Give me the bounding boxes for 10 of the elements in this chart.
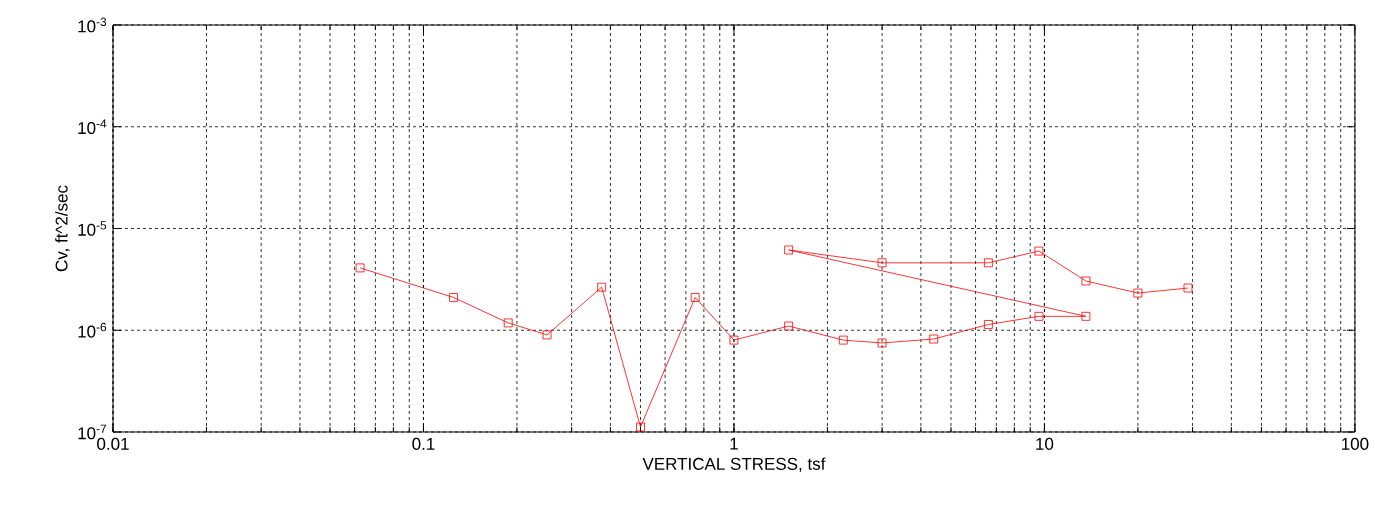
- y-axis-title: Cv, ft^2/sec: [55, 185, 70, 272]
- y-tick-label: 10$^{-5}$: [78, 221, 107, 236]
- y-tick-label: 10$^{-6}$: [78, 322, 107, 338]
- x-tick-label: 100: [1342, 437, 1369, 450]
- y-tick-label: 10$^{-4}$: [78, 119, 107, 135]
- x-tick-label: 0.1: [412, 437, 435, 450]
- y-tick-label: 10$^{-3}$: [78, 17, 107, 33]
- x-tick-label: 10: [1036, 437, 1054, 450]
- x-tick-label: 1: [730, 437, 738, 450]
- x-axis-title: VERTICAL STRESS, tsf: [642, 457, 826, 472]
